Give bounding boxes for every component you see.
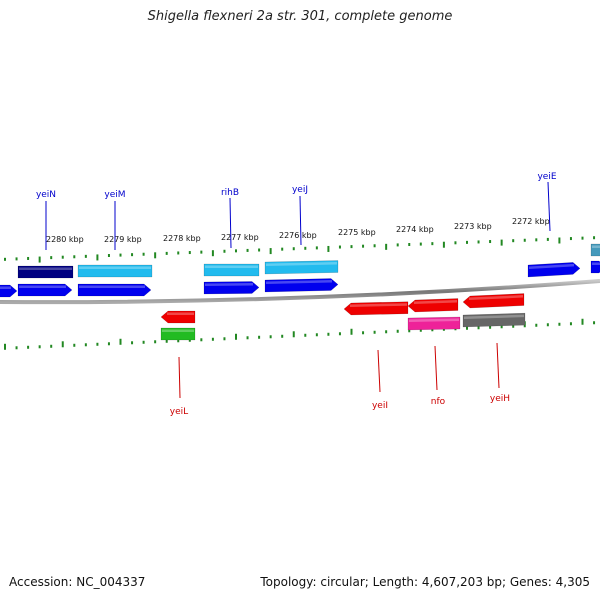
gene-feature-highlight [162, 329, 194, 332]
gene-feature [590, 243, 600, 257]
gene-feature [462, 293, 525, 309]
gene-feature [17, 265, 74, 279]
tick-label: 2278 kbp [163, 234, 201, 243]
gene-features [0, 243, 600, 341]
gene-feature-highlight [592, 262, 600, 265]
leader-line [299, 195, 302, 246]
gene-label-nfo: nfo [431, 397, 446, 407]
tick-label: 2273 kbp [454, 222, 492, 231]
gene-feature-highlight [266, 262, 337, 266]
gene-feature-highlight [205, 265, 258, 268]
gene-feature [160, 327, 196, 341]
gene-label-yeil: yeiL [170, 407, 188, 417]
gene-label-rihb: rihB [221, 188, 239, 198]
leader-line [178, 356, 181, 399]
gene-feature-highlight [350, 303, 407, 307]
page-title: Shigella flexneri 2a str. 301, complete … [147, 9, 453, 24]
gene-labels: yeiN yeiM rihB yeiJ yeiE yeiL yeiI nfo y… [36, 172, 557, 417]
gene-feature-highlight [19, 267, 72, 270]
gene-feature-highlight [529, 263, 574, 269]
tick-labels: 2280 kbp 2279 kbp 2278 kbp 2277 kbp 2276… [46, 217, 550, 244]
gene-label-yein: yeiN [36, 190, 56, 200]
gene-feature [264, 260, 339, 275]
gene-feature-highlight [469, 295, 523, 300]
gene-feature-highlight [79, 285, 145, 288]
leader-line [496, 342, 500, 389]
gene-feature-highlight [464, 314, 524, 319]
gene-feature [462, 312, 526, 328]
gene-feature [0, 284, 18, 298]
tick-label: 2279 kbp [104, 235, 142, 244]
tick-label: 2280 kbp [46, 235, 84, 244]
gene-feature [343, 301, 409, 316]
gene-feature [264, 278, 339, 293]
tick-label: 2275 kbp [338, 228, 376, 237]
gene-label-yeih: yeiH [490, 394, 510, 404]
accession-label: Accession: NC_004337 [9, 575, 146, 589]
gene-feature-highlight [79, 266, 151, 269]
gene-feature [160, 310, 196, 324]
tick-row-top [4, 236, 596, 263]
leader-line [229, 197, 232, 249]
gene-feature [203, 281, 260, 295]
gene-feature-highlight [205, 282, 253, 286]
gene-feature [407, 316, 461, 331]
topology-label: Topology: circular; Length: 4,607,203 bp… [260, 575, 590, 589]
gene-label-yeim: yeiM [104, 190, 125, 200]
leader-line [434, 345, 438, 391]
gene-feature [590, 260, 600, 274]
leader-line [377, 349, 381, 393]
gene-feature-highlight [409, 318, 459, 322]
gene-label-yeij: yeiJ [292, 185, 308, 195]
tick-row-bottom [4, 318, 596, 350]
gene-feature [77, 283, 152, 297]
tick-label: 2274 kbp [396, 225, 434, 234]
gene-label-yeii: yeiI [372, 401, 388, 411]
gene-feature-highlight [0, 286, 11, 289]
gene-feature [203, 263, 260, 277]
gene-feature [527, 262, 581, 278]
gene-feature-highlight [414, 300, 457, 304]
gene-feature [77, 264, 153, 278]
gene-feature [17, 283, 73, 297]
genome-backbone [0, 279, 600, 305]
label-leaders [45, 181, 551, 399]
gene-feature-highlight [266, 280, 332, 284]
leader-line [547, 181, 551, 232]
tick-label: 2276 kbp [279, 231, 317, 240]
gene-feature-highlight [592, 245, 600, 248]
tick-label: 2272 kbp [512, 217, 550, 226]
gene-feature-highlight [19, 285, 66, 288]
gene-label-yeie: yeiE [537, 172, 556, 182]
gene-feature [407, 298, 459, 313]
gene-feature-highlight [167, 312, 194, 315]
tick-label: 2277 kbp [221, 233, 259, 242]
